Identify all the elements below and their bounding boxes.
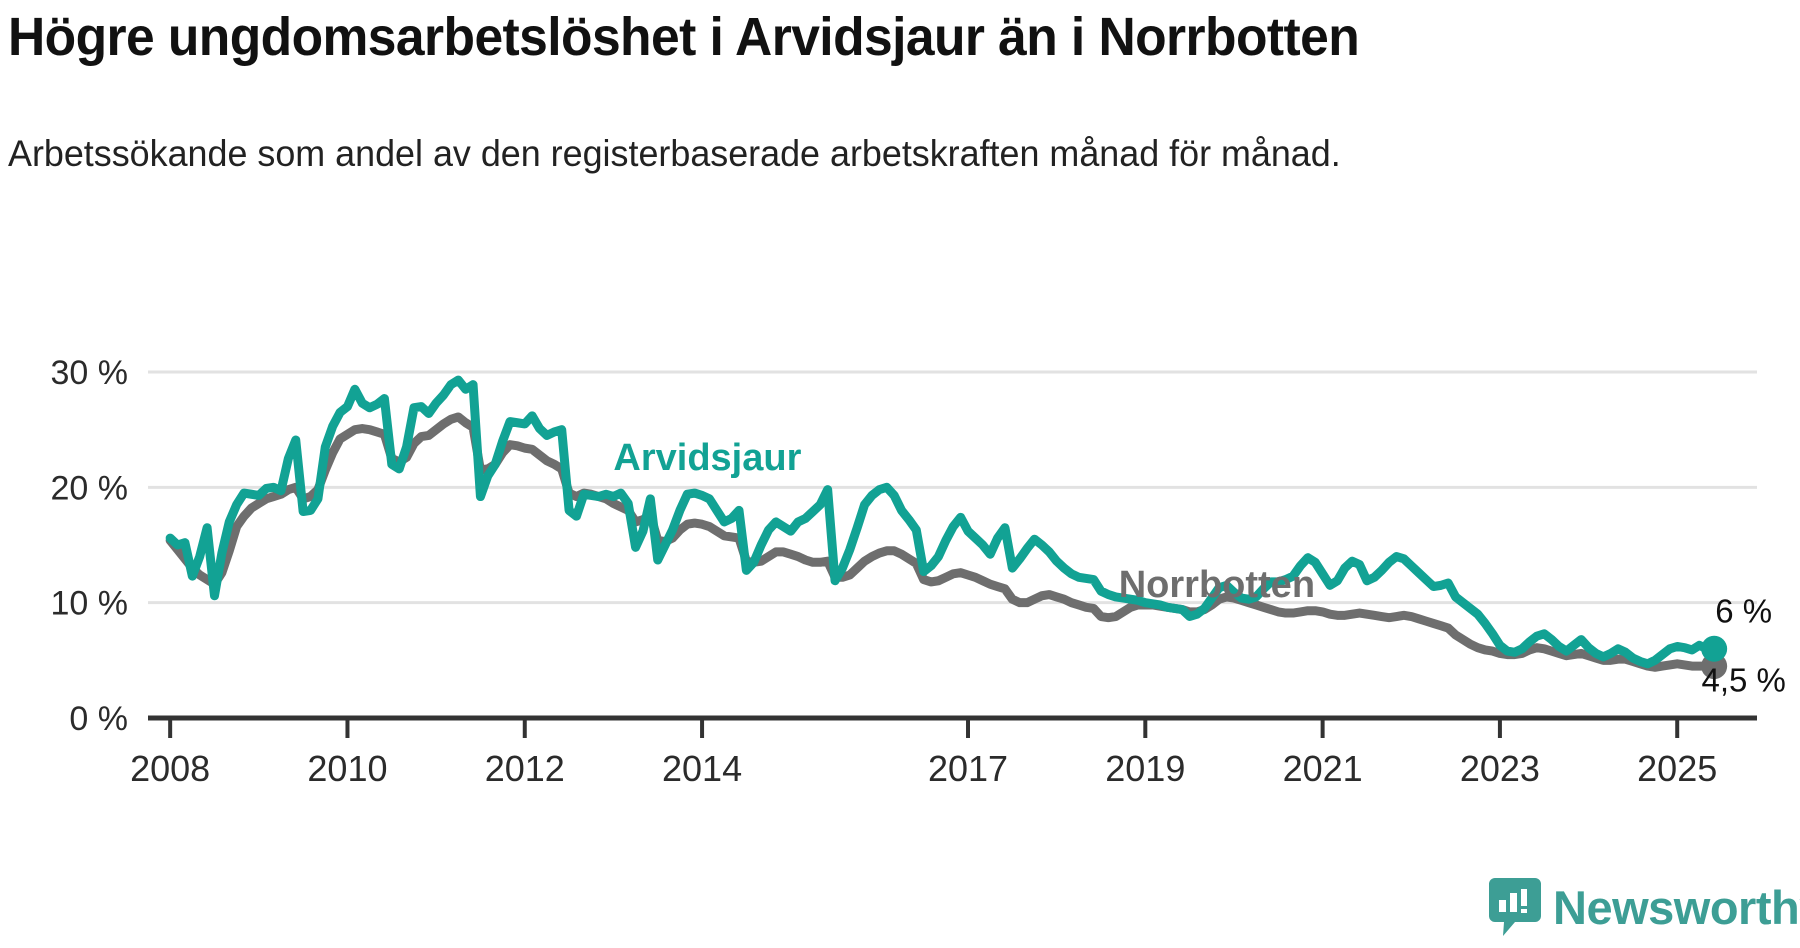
page-title: Högre ungdomsarbetslöshet i Arvidsjaur ä…	[8, 7, 1360, 67]
y-axis-labels: 0 % 10 % 20 % 30 %	[51, 354, 129, 738]
series-line-norrbotten	[165, 412, 1719, 672]
logo-wordmark: Newsworthy	[1553, 880, 1800, 934]
arvidsjaur-end-label: 6 %	[1715, 592, 1772, 629]
x-tick-label: 2014	[662, 748, 742, 789]
annotations: Arvidsjaur Norrbotten 6 % 4,5 %	[613, 437, 1785, 698]
y-tick-label: 20 %	[51, 469, 129, 507]
x-axis-labels: 2008 2010 2012 2014 2017 2019 2021 2023 2025	[130, 720, 1717, 789]
x-tick-label: 2023	[1460, 748, 1540, 789]
x-tick-label: 2012	[485, 748, 565, 789]
norrbotten-inline-label: Norrbotten	[1119, 564, 1315, 606]
gridlines	[148, 370, 1757, 605]
series-line-arvidsjaur	[165, 375, 1719, 669]
x-tick-label: 2021	[1283, 748, 1363, 789]
y-tick-label: 30 %	[51, 354, 129, 392]
x-tick-label: 2017	[928, 748, 1008, 789]
y-tick-label: 10 %	[51, 585, 129, 623]
end-marker-arvidsjaur	[1701, 635, 1728, 662]
bar-chart-speech-bubble-icon	[1489, 878, 1541, 936]
y-tick-label: 0 %	[69, 700, 128, 738]
x-tick-label: 2008	[130, 748, 210, 789]
page-subtitle: Arbetssökande som andel av den registerb…	[8, 133, 1341, 174]
newsworthy-logo: Newsworthy	[1489, 877, 1800, 937]
arvidsjaur-inline-label: Arvidsjaur	[613, 437, 801, 479]
norrbotten-end-label: 4,5 %	[1702, 661, 1786, 698]
x-tick-label: 2010	[307, 748, 387, 789]
x-tick-label: 2019	[1105, 748, 1185, 789]
x-tick-label: 2025	[1637, 748, 1717, 789]
